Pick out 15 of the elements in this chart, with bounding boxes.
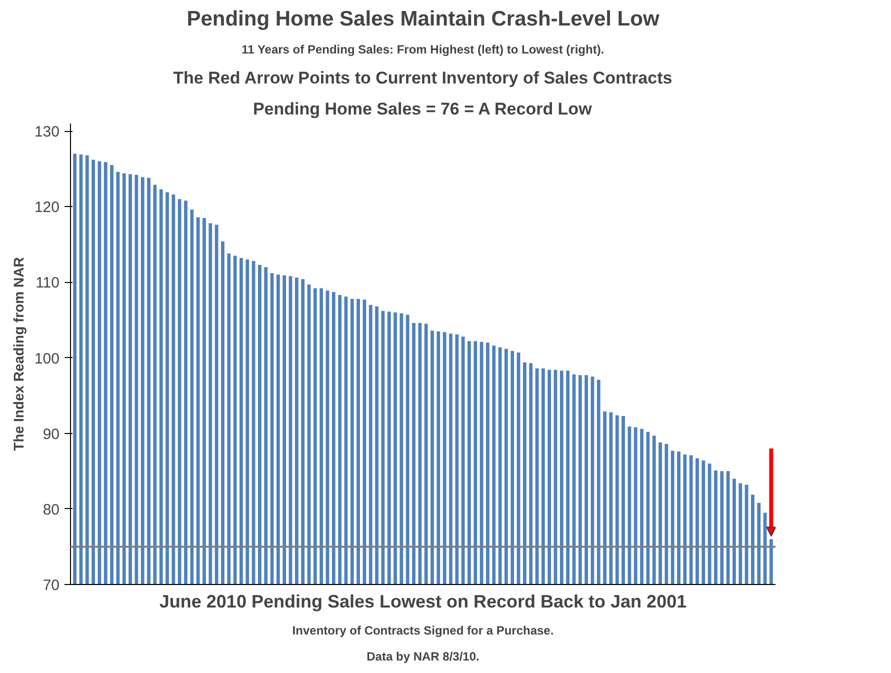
chart-title: Pending Home Sales Maintain Crash-Level Low — [186, 8, 660, 30]
y-tick-label: 120 — [34, 199, 60, 216]
y-axis-title: The Index Reading from NAR — [10, 257, 26, 451]
text: Inventory of Contracts Signed for a Purchase. — [292, 624, 554, 638]
x-axis-title: June 2010 Pending Sales Lowest on Record Back to Jan 2001 — [159, 592, 687, 612]
y-tick-label: 70 — [42, 577, 60, 594]
chart-subtitle: 11 Years of Pending Sales: From Highest (left) to Lowest (right). — [242, 42, 604, 56]
text: Data by NAR 8/3/10. — [366, 650, 480, 664]
y-tick-label: 110 — [36, 274, 60, 292]
text: The Red Arrow Points to Current Inventory of Sales Contracts — [173, 68, 672, 88]
y-tick-label: 80 — [42, 501, 60, 518]
y-tick-label: 130 — [34, 124, 60, 141]
text: Pending Home Sales = 76 = A Record Low — [252, 100, 593, 118]
y-tick-label: 90 — [42, 426, 60, 443]
y-tick-label: 100 — [34, 350, 60, 368]
